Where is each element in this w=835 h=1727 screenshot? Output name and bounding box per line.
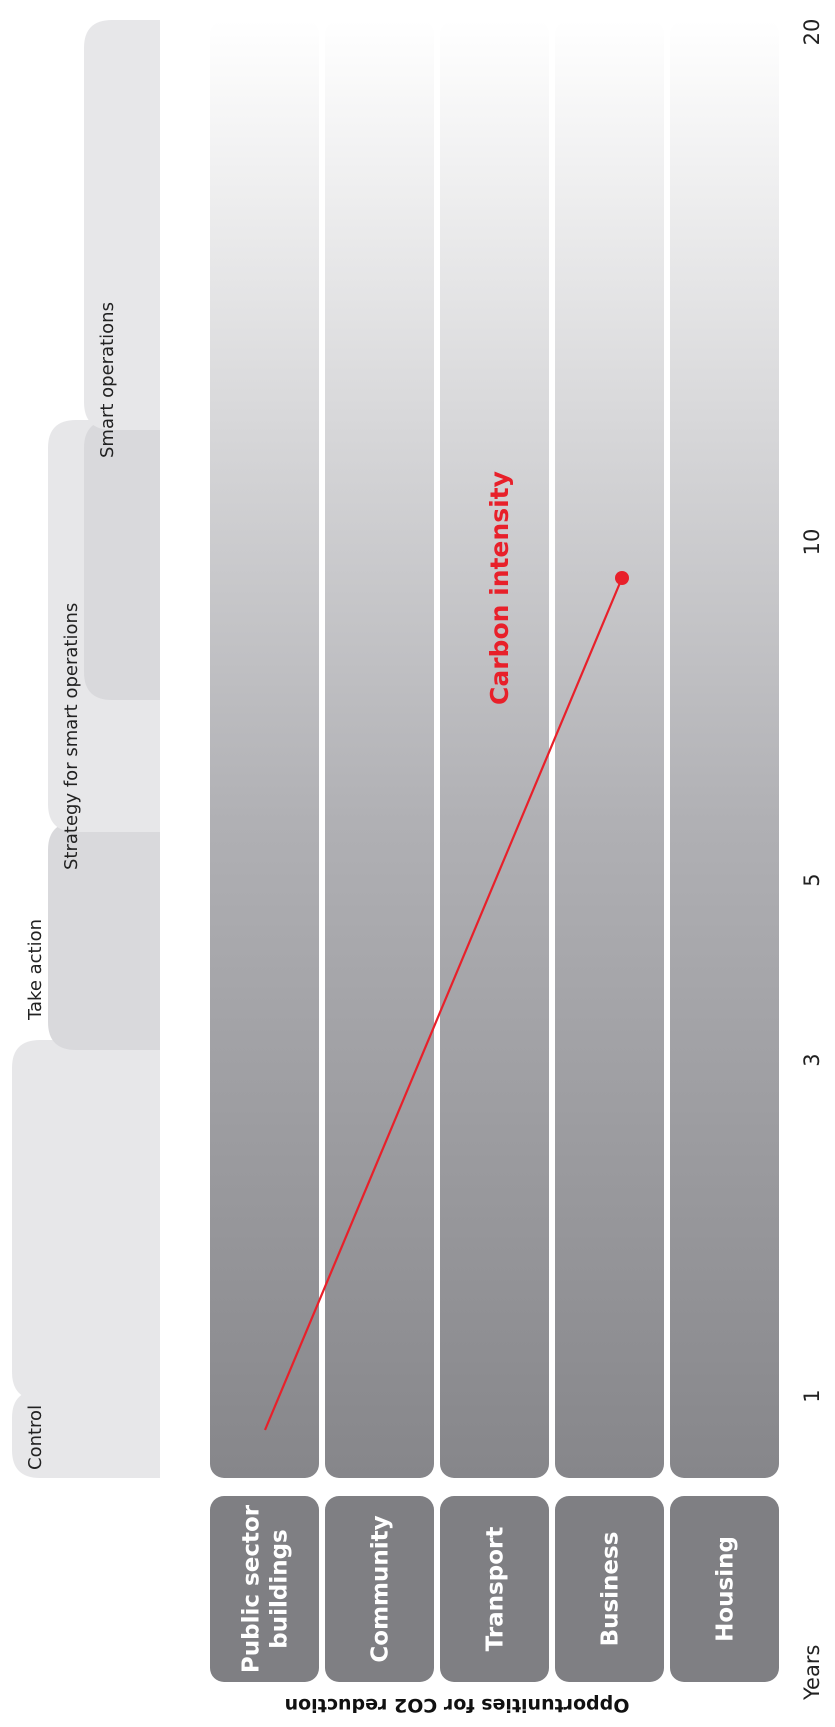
year-tick: 1 (800, 1389, 824, 1402)
category-label: Public sector (239, 1504, 265, 1673)
phase-label-strategy: Strategy for smart operations (61, 603, 82, 870)
year-tick: 20 (800, 19, 824, 46)
carbon-intensity-label: Carbon intensity (485, 471, 514, 705)
phase-step-take-action (12, 1040, 160, 1400)
year-tick: 3 (800, 1053, 824, 1066)
category-stripe (325, 20, 434, 1478)
phase-steps (12, 20, 160, 1478)
phase-labels: Control Take action Strategy for smart o… (25, 302, 118, 1470)
axis-title: Opportunities for CO2 reduction (285, 1694, 630, 1716)
category-stripe (440, 20, 549, 1478)
carbon-intensity-line-group: Carbon intensity (263, 471, 629, 1431)
category-box (210, 1496, 319, 1682)
category-label: Housing (713, 1536, 739, 1642)
year-tick: 10 (800, 529, 824, 556)
category-box (670, 1496, 779, 1682)
year-tick: 5 (800, 873, 824, 886)
phase-label-smart-operations: Smart operations (97, 302, 118, 458)
category-label: Community (368, 1515, 394, 1662)
phase-step-strategy (48, 822, 160, 1050)
category-stripe (555, 20, 664, 1478)
category-stripes (210, 20, 779, 1478)
category-stripe (670, 20, 779, 1478)
years-label: Years (800, 1645, 824, 1701)
category-label: Transport (483, 1527, 509, 1652)
carbon-intensity-line (263, 577, 624, 1431)
phase-label-take-action: Take action (25, 919, 46, 1021)
category-label: buildings (267, 1529, 293, 1648)
category-label: Business (598, 1532, 624, 1647)
category-box (325, 1496, 434, 1682)
category-box (555, 1496, 664, 1682)
phase-step-control (12, 1390, 160, 1478)
category-stripe (210, 20, 319, 1478)
category-box (440, 1496, 549, 1682)
phase-step-smart-ops-lower (84, 420, 160, 700)
phase-label-control: Control (25, 1405, 46, 1470)
year-ticks: 1 3 5 10 20 (800, 19, 824, 1403)
category-boxes: Public sector buildings Community Transport… (210, 1496, 779, 1682)
phase-step-smart-operations (84, 20, 160, 430)
carbon-intensity-end-dot (615, 571, 629, 585)
